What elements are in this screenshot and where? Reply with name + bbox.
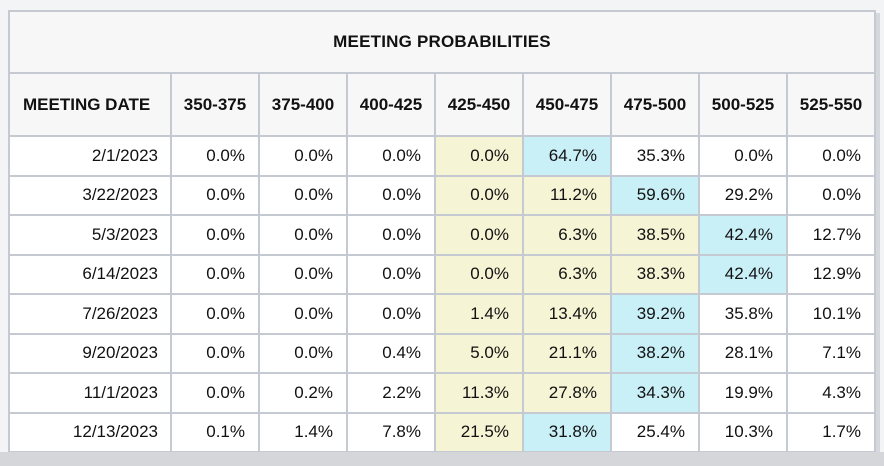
probability-cell: 0.0% (434, 214, 524, 256)
title-row: MEETING PROBABILITIES (8, 10, 876, 74)
column-header-525-550: 525-550 (786, 72, 876, 137)
meeting-probabilities-table: MEETING PROBABILITIES MEETING DATE 350-37… (8, 10, 876, 453)
probability-cell: 0.0% (434, 253, 524, 295)
probability-cell: 64.7% (522, 135, 612, 177)
probability-cell: 0.0% (170, 253, 260, 295)
probability-cell: 6.3% (522, 253, 612, 295)
probability-cell: 10.1% (786, 293, 876, 335)
meeting-date-cell: 5/3/2023 (8, 214, 172, 256)
probability-cell: 42.4% (698, 253, 788, 295)
table-row: 11/1/2023 0.0% 0.2% 2.2% 11.3% 27.8% 34.3% 19.9… (8, 372, 876, 414)
probability-cell: 19.9% (698, 372, 788, 414)
meeting-date-cell: 11/1/2023 (8, 372, 172, 414)
probability-cell: 29.2% (698, 174, 788, 216)
probability-cell: 0.0% (346, 135, 436, 177)
probability-cell: 0.0% (786, 135, 876, 177)
probability-cell: 34.3% (610, 372, 700, 414)
probability-cell: 27.8% (522, 372, 612, 414)
column-header-400-425: 400-425 (346, 72, 436, 137)
probability-cell: 1.4% (434, 293, 524, 335)
probability-cell: 0.0% (346, 293, 436, 335)
probability-cell: 35.3% (610, 135, 700, 177)
probability-cell: 0.0% (258, 332, 348, 374)
probability-cell: 39.2% (610, 293, 700, 335)
table-body: 2/1/2023 0.0% 0.0% 0.0% 0.0% 64.7% 35.3% 0.0% 0.… (8, 135, 876, 453)
probability-cell: 21.5% (434, 411, 524, 453)
probability-cell: 0.0% (170, 293, 260, 335)
probability-cell: 0.2% (258, 372, 348, 414)
probability-cell: 6.3% (522, 214, 612, 256)
meeting-date-cell: 9/20/2023 (8, 332, 172, 374)
column-header-475-500: 475-500 (610, 72, 700, 137)
probability-cell: 59.6% (610, 174, 700, 216)
probability-cell: 7.8% (346, 411, 436, 453)
probability-cell: 5.0% (434, 332, 524, 374)
probability-cell: 0.0% (346, 253, 436, 295)
table-row: 9/20/2023 0.0% 0.0% 0.4% 5.0% 21.1% 38.2% 28.1%… (8, 332, 876, 374)
probability-cell: 0.4% (346, 332, 436, 374)
probability-cell: 0.0% (786, 174, 876, 216)
table-row: 7/26/2023 0.0% 0.0% 0.0% 1.4% 13.4% 39.2% 35.8%… (8, 293, 876, 335)
probability-cell: 11.2% (522, 174, 612, 216)
column-header-425-450: 425-450 (434, 72, 524, 137)
table-row: 5/3/2023 0.0% 0.0% 0.0% 0.0% 6.3% 38.5% 42.4% 12… (8, 214, 876, 256)
probability-cell: 21.1% (522, 332, 612, 374)
column-header-375-400: 375-400 (258, 72, 348, 137)
probability-cell: 0.1% (170, 411, 260, 453)
column-header-meeting-date: MEETING DATE (8, 72, 172, 137)
column-header-row: MEETING DATE 350-375 375-400 400-425 425-450… (8, 72, 876, 137)
probability-cell: 31.8% (522, 411, 612, 453)
meeting-date-cell: 6/14/2023 (8, 253, 172, 295)
meeting-date-cell: 2/1/2023 (8, 135, 172, 177)
bottom-strip (0, 452, 884, 466)
table-row: 6/14/2023 0.0% 0.0% 0.0% 0.0% 6.3% 38.3% 42.4% 1… (8, 253, 876, 295)
column-header-350-375: 350-375 (170, 72, 260, 137)
probability-cell: 0.0% (258, 174, 348, 216)
table-title: MEETING PROBABILITIES (8, 10, 876, 74)
probability-cell: 38.3% (610, 253, 700, 295)
probability-cell: 12.7% (786, 214, 876, 256)
probability-cell: 28.1% (698, 332, 788, 374)
meeting-date-cell: 3/22/2023 (8, 174, 172, 216)
meeting-date-cell: 7/26/2023 (8, 293, 172, 335)
probability-cell: 12.9% (786, 253, 876, 295)
column-header-500-525: 500-525 (698, 72, 788, 137)
probability-cell: 0.0% (258, 135, 348, 177)
probability-cell: 38.5% (610, 214, 700, 256)
probability-cell: 10.3% (698, 411, 788, 453)
probability-cell: 7.1% (786, 332, 876, 374)
probability-cell: 25.4% (610, 411, 700, 453)
probability-cell: 13.4% (522, 293, 612, 335)
column-header-450-475: 450-475 (522, 72, 612, 137)
probability-cell: 0.0% (258, 253, 348, 295)
probability-cell: 38.2% (610, 332, 700, 374)
probability-cell: 42.4% (698, 214, 788, 256)
probability-cell: 1.7% (786, 411, 876, 453)
probability-cell: 0.0% (258, 293, 348, 335)
probability-cell: 11.3% (434, 372, 524, 414)
probability-cell: 0.0% (434, 135, 524, 177)
probability-cell: 0.0% (170, 332, 260, 374)
probability-cell: 2.2% (346, 372, 436, 414)
probability-cell: 0.0% (258, 214, 348, 256)
probability-cell: 0.0% (434, 174, 524, 216)
probability-cell: 0.0% (170, 174, 260, 216)
probability-cell: 0.0% (170, 214, 260, 256)
probability-cell: 0.0% (346, 214, 436, 256)
table-row: 2/1/2023 0.0% 0.0% 0.0% 0.0% 64.7% 35.3% 0.0% 0.… (8, 135, 876, 177)
meeting-date-cell: 12/13/2023 (8, 411, 172, 453)
table-row: 12/13/2023 0.1% 1.4% 7.8% 21.5% 31.8% 25.4% 10.… (8, 411, 876, 453)
probability-cell: 0.0% (346, 174, 436, 216)
probability-cell: 0.0% (698, 135, 788, 177)
probability-cell: 0.0% (170, 372, 260, 414)
probability-cell: 0.0% (170, 135, 260, 177)
table-row: 3/22/2023 0.0% 0.0% 0.0% 0.0% 11.2% 59.6% 29.2%… (8, 174, 876, 216)
probability-cell: 4.3% (786, 372, 876, 414)
probability-cell: 1.4% (258, 411, 348, 453)
probability-cell: 35.8% (698, 293, 788, 335)
